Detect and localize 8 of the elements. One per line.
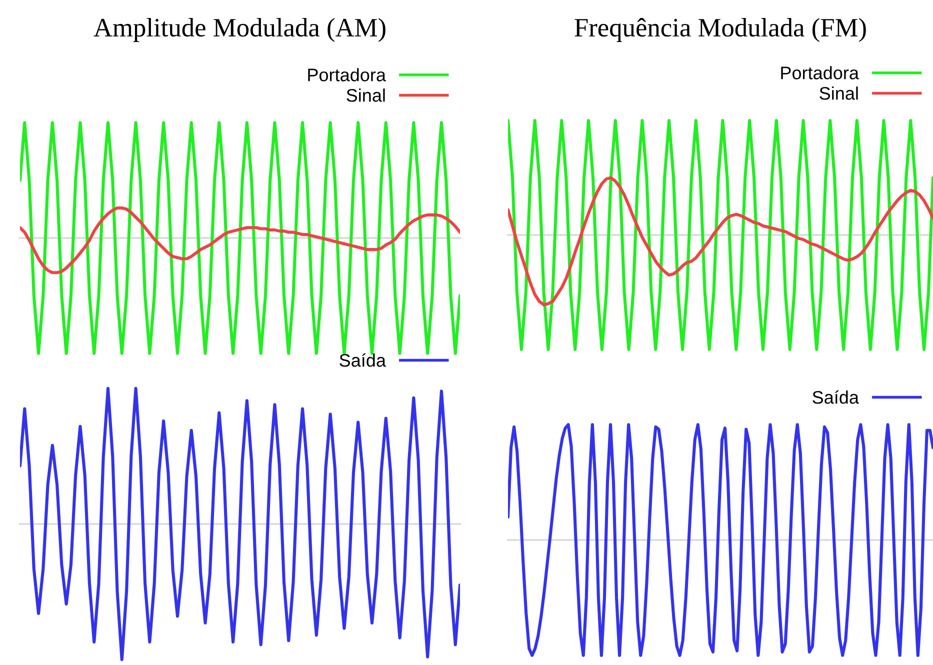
legend-label: Saída [340,353,386,367]
chart-title: Amplitude Modulada (AM) [94,18,386,42]
legend-label: Portadora [308,68,386,82]
legend-label: Portadora [781,66,859,80]
legend-label: Saída [812,390,859,404]
legend-label: Sinal [820,86,858,100]
legend-label: Sinal [346,88,385,102]
chart-title: Frequência Modulada (FM) [574,18,866,42]
